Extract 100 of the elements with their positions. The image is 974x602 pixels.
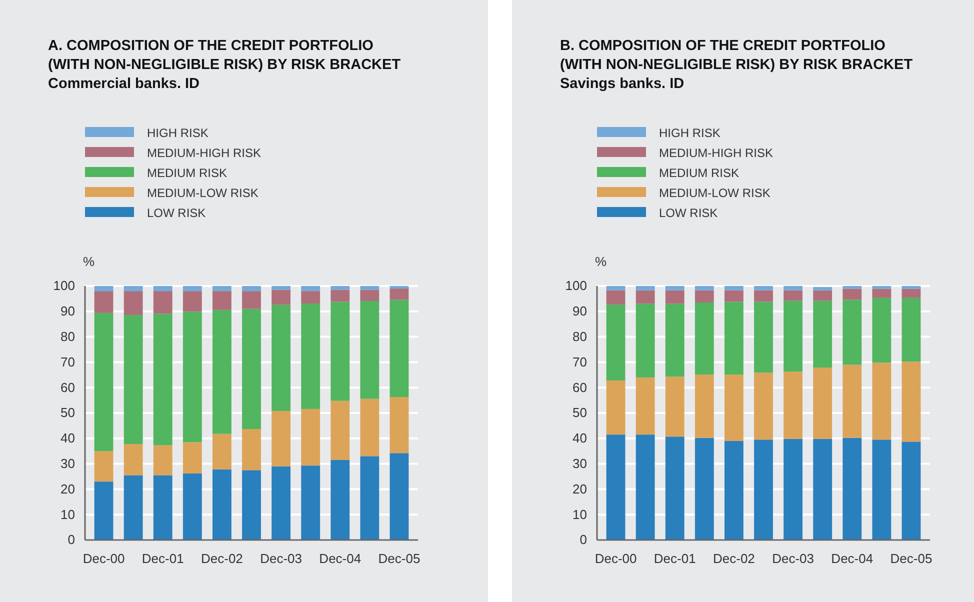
bar	[636, 377, 655, 435]
bar	[902, 286, 921, 289]
bar	[242, 291, 261, 309]
bar	[754, 440, 773, 540]
bar	[153, 445, 172, 476]
bar	[360, 398, 380, 456]
bar	[153, 314, 172, 446]
legend-label: MEDIUM-HIGH RISK	[147, 146, 261, 160]
y-tick-label: 60	[572, 380, 587, 395]
bar	[872, 440, 892, 540]
bar	[902, 298, 921, 362]
y-tick-label: 10	[60, 506, 75, 522]
x-tick-label: Dec-02	[200, 551, 243, 566]
bar	[813, 300, 832, 368]
legend-label: MEDIUM RISK	[659, 166, 740, 180]
chart-title: B. COMPOSITION OF THE CREDIT PORTFOLIO (WITH NON-NEGLIGIBLE RISK) BY RISK BRACKET	[560, 38, 913, 73]
bar	[724, 374, 744, 441]
bar	[606, 304, 626, 380]
bar	[94, 482, 114, 540]
y-tick-label: 50	[60, 405, 75, 420]
bar	[694, 290, 714, 303]
bar	[182, 442, 202, 474]
bar	[784, 372, 802, 439]
bar	[301, 291, 320, 304]
x-tick-label: Dec-04	[831, 551, 874, 566]
x-tick-label: Dec-00	[594, 551, 637, 566]
y-tick-label: 0	[580, 532, 587, 548]
bar	[390, 300, 409, 397]
y-tick-label: 50	[572, 405, 587, 420]
bar	[94, 312, 114, 452]
bar	[813, 290, 832, 301]
bar	[813, 438, 832, 540]
bar	[301, 286, 320, 292]
y-tick-label: 60	[60, 380, 75, 395]
bar	[272, 410, 290, 466]
bar	[301, 408, 320, 466]
legend-label: LOW RISK	[659, 206, 718, 220]
bar	[754, 302, 773, 373]
bar	[724, 290, 744, 302]
bar	[182, 286, 202, 292]
bar	[813, 368, 832, 439]
bar	[182, 312, 202, 442]
y-tick-label: 100	[53, 278, 75, 294]
bar	[665, 436, 684, 540]
bar	[694, 286, 714, 290]
x-tick-label: Dec-01	[654, 551, 696, 566]
chart-subtitle: Commercial banks. ID	[48, 76, 200, 92]
bar	[360, 286, 380, 290]
bar	[665, 290, 684, 304]
x-tick-label: Dec-03	[260, 551, 302, 566]
x-tick-label: Dec-04	[319, 551, 362, 566]
y-tick-label: 90	[60, 304, 75, 319]
bar	[902, 442, 921, 540]
bar	[724, 440, 744, 540]
y-tick-label: 90	[572, 304, 587, 319]
bar	[606, 434, 626, 540]
bar	[784, 438, 802, 540]
legend-label: MEDIUM-LOW RISK	[659, 186, 770, 200]
bar	[360, 456, 380, 540]
bar	[212, 291, 232, 310]
bar	[872, 288, 892, 298]
y-tick-label: 100	[565, 278, 587, 294]
bar	[124, 291, 143, 315]
bar	[842, 300, 862, 365]
bar	[330, 302, 350, 401]
y-tick-label: 40	[60, 430, 75, 446]
bar	[902, 362, 921, 442]
legend-label: LOW RISK	[147, 206, 206, 220]
chart-title: A. COMPOSITION OF THE CREDIT PORTFOLIO (WITH NON-NEGLIGIBLE RISK) BY RISK BRACKET	[48, 38, 401, 73]
bar	[390, 286, 409, 289]
bar	[360, 300, 380, 399]
bar	[636, 286, 655, 290]
y-tick-label: 20	[60, 481, 75, 496]
bar	[636, 434, 655, 540]
bar	[124, 286, 143, 292]
y-tick-label: 80	[572, 328, 587, 344]
bar	[390, 288, 409, 300]
bar	[124, 475, 143, 540]
bar	[390, 397, 409, 454]
bar	[124, 314, 143, 444]
y-tick-label: 20	[572, 481, 587, 496]
y-tick-label: 30	[572, 456, 587, 471]
bar	[212, 434, 232, 470]
y-tick-label: 10	[572, 506, 587, 522]
bar	[272, 286, 290, 290]
bar	[842, 364, 862, 438]
bar	[872, 362, 892, 440]
bar	[606, 286, 626, 290]
y-axis-title: %	[595, 254, 607, 269]
bar	[301, 466, 320, 540]
x-tick-label: Dec-00	[82, 551, 125, 566]
bar	[212, 310, 232, 434]
bar	[694, 374, 714, 438]
y-tick-label: 70	[60, 354, 75, 370]
legend-label: MEDIUM-HIGH RISK	[659, 146, 773, 160]
bar	[813, 287, 832, 290]
bar	[754, 290, 773, 302]
bar	[842, 286, 862, 289]
bar	[842, 288, 862, 300]
x-tick-label: Dec-05	[890, 551, 932, 566]
